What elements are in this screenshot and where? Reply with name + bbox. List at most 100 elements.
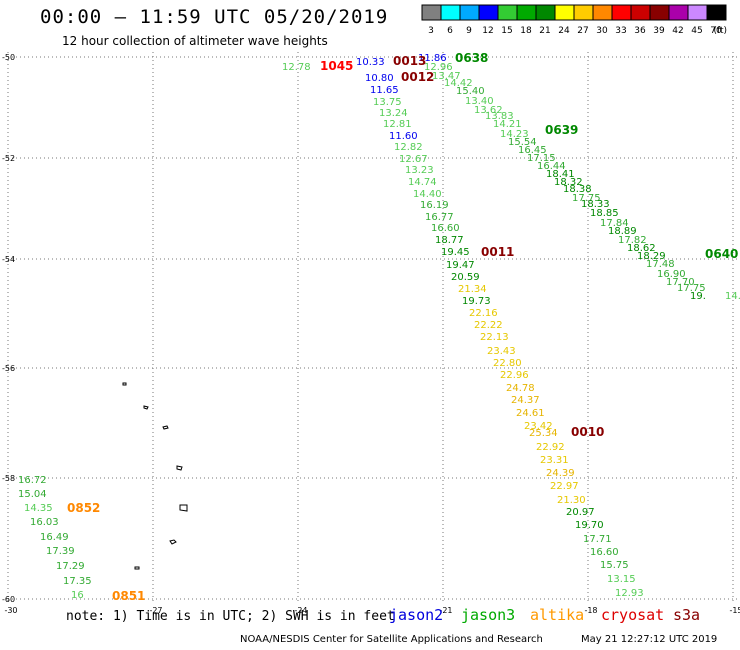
wave-height-label: 17.29: [56, 561, 85, 572]
wave-height-label: 18.89: [608, 226, 637, 237]
wave-height-label: 21.34: [458, 284, 487, 295]
wave-height-label: 18.62: [627, 243, 656, 254]
wave-height-label: 11.86: [418, 53, 447, 64]
wave-height-label: 22.97: [550, 481, 579, 492]
legend-label: 27: [577, 26, 588, 36]
island-outline: [169, 539, 177, 545]
legend-swatch: [706, 4, 727, 21]
wave-height-label: 22.96: [500, 370, 529, 381]
wave-height-label: 13.40: [465, 96, 494, 107]
satellite-altika: altika: [530, 606, 585, 624]
track-time-labels: 1045 0013 0638 0012 0639 0011 0640 0010 0852 0851: [67, 51, 738, 603]
legend-label: 36: [634, 26, 646, 36]
wave-height-label: 17.75: [677, 283, 706, 294]
wave-height-label: 24.39: [546, 468, 575, 479]
wave-height-label: 13.15: [607, 574, 636, 585]
wave-height-label: 17.84: [600, 218, 629, 229]
wave-height-label: 24.78: [506, 383, 535, 394]
wave-height-label: 13.75: [373, 97, 402, 108]
latitude-label: -54: [2, 255, 15, 264]
legend-label: 12: [482, 26, 493, 36]
track-time-label: 0639: [545, 123, 578, 137]
legend-label: 33: [615, 26, 626, 36]
latitude-label: -50: [2, 53, 15, 62]
footer-timestamp: May 21 12:27:12 UTC 2019: [581, 634, 718, 645]
legend-unit: (ft): [713, 26, 727, 36]
wave-height-label: 22.22: [474, 320, 503, 331]
latitude-label: -56: [2, 364, 15, 373]
legend-label: 45: [691, 26, 702, 36]
island-outline: [143, 405, 149, 410]
track-time-label: 0010: [571, 425, 604, 439]
satellite-s3a: s3a: [673, 606, 701, 624]
wave-height-label: 23.43: [487, 346, 516, 357]
wave-height-label: 19.: [690, 291, 706, 302]
track-time-label: 0638: [455, 51, 488, 65]
wave-height-label: 16.90: [657, 269, 686, 280]
wave-height-label: 18.41: [546, 169, 575, 180]
wave-height-label: 17.35: [63, 576, 92, 587]
axis-labels: -50 -52 -54 -56 -58 -60 -30 -27 -24 -21 -18 -15: [2, 53, 740, 615]
legend-swatches: 3 6 9 12 15 18 21 24 27 30 33 36 39 42 45 70(ft): [421, 4, 727, 36]
track-time-label: 0011: [481, 245, 514, 259]
wave-height-label: 13.83: [485, 111, 514, 122]
legend-label: 18: [520, 26, 532, 36]
wave-height-label: 12.81: [383, 119, 412, 130]
wave-height-label: 17.70: [666, 277, 695, 288]
longitude-label: -24: [294, 606, 307, 615]
wave-height-label: 15.04: [18, 489, 47, 500]
legend-label: 30: [596, 26, 608, 36]
wave-height-label: 12.96: [424, 62, 453, 73]
wave-height-label: 22.92: [536, 442, 565, 453]
legend-label: 42: [672, 26, 683, 36]
longitude-label: -21: [439, 606, 452, 615]
longitude-label: -27: [149, 606, 162, 615]
footer-note: note: 1) Time is in UTC; 2) SWH is in fe…: [66, 609, 395, 624]
chart-title: 00:00 – 11:59 UTC 05/20/2019: [40, 6, 389, 28]
longitude-label: -18: [584, 606, 597, 615]
wave-height-label: 17.48: [646, 259, 675, 270]
wave-height-label: 13.62: [474, 105, 503, 116]
wave-height-label: 14.88: [725, 291, 740, 302]
wave-height-label: 24.37: [511, 395, 540, 406]
wave-height-label: 17.75: [572, 193, 601, 204]
lat-lon-grid: [7, 52, 740, 603]
wave-height-labels: 12.78 10.33 11.86 10.8011.6513.7513.2412.81…: [18, 53, 740, 601]
latitude-label: -60: [2, 595, 15, 604]
track-time-label: 0640: [705, 247, 738, 261]
wave-height-label: 22.80: [493, 358, 522, 369]
wave-height-label: 15.54: [508, 137, 537, 148]
wave-height-label: 16.49: [40, 532, 69, 543]
island-outline: [122, 382, 127, 386]
wave-height-label: 17.15: [527, 153, 556, 164]
wave-height-label: 18.32: [554, 177, 583, 188]
track-time-label: 0851: [112, 589, 145, 603]
track-time-label: 0012: [401, 70, 434, 84]
wave-height-label: 12.78: [282, 62, 311, 73]
wave-height-label: 23.42: [524, 421, 553, 432]
track-time-label: 0852: [67, 501, 100, 515]
wave-height-label: 20.59: [451, 272, 480, 283]
wave-height-label: 16.77: [425, 212, 454, 223]
wave-height-label: 14.40: [413, 189, 442, 200]
latitude-label: -52: [2, 154, 15, 163]
wave-height-label: 18.77: [435, 235, 464, 246]
legend-label: 70: [710, 26, 722, 36]
satellite-jason2: jason2: [389, 606, 444, 624]
wave-height-label: 17.82: [618, 235, 647, 246]
wave-height-label: 10.80: [365, 73, 394, 84]
wave-height-label: 18.29: [637, 251, 666, 262]
wave-height-label: 16.45: [518, 145, 547, 156]
wave-height-label: 19.70: [575, 520, 604, 531]
wave-height-label: 13.24: [379, 108, 408, 119]
wave-height-label: 16.19: [420, 200, 449, 211]
track-time-label: 0013: [393, 54, 426, 68]
legend-label: 39: [653, 26, 665, 36]
wave-height-label: 16: [71, 590, 84, 601]
wave-height-label: 12.82: [394, 142, 423, 153]
wave-height-label: 18.38: [563, 184, 592, 195]
legend-label: 3: [428, 26, 434, 36]
wave-height-label: 12.93: [615, 588, 644, 599]
wave-height-label: 17.39: [46, 546, 75, 557]
